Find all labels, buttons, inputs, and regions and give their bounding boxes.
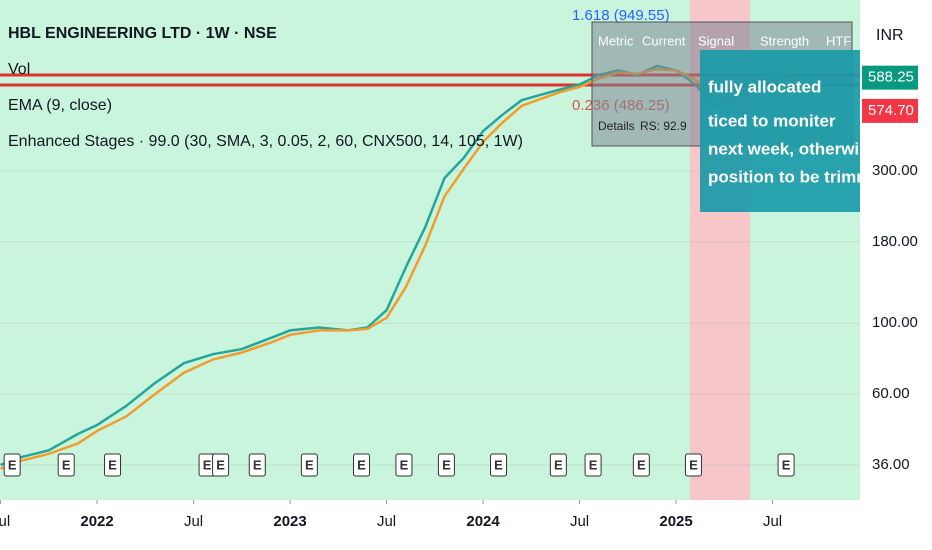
x-tick-label: Jul	[0, 513, 10, 530]
x-tick-label: 2024	[466, 513, 500, 530]
note-bg	[700, 50, 860, 212]
earnings-marker	[584, 453, 602, 477]
earnings-marker	[437, 453, 455, 477]
note-line: next week, otherwise	[708, 139, 878, 158]
table-header: Signal	[698, 33, 734, 48]
earnings-marker	[300, 453, 318, 477]
x-tick-label: Jul	[570, 513, 589, 530]
earnings-marker	[395, 453, 413, 477]
x-tick-label: 2023	[273, 513, 306, 530]
earnings-label: E	[689, 457, 698, 472]
earnings-label: E	[253, 457, 262, 472]
legend-ema: EMA (9, close)	[8, 97, 112, 114]
note-line: ticed to moniter	[708, 111, 836, 130]
earnings-marker	[684, 453, 702, 477]
earnings-label: E	[8, 457, 17, 472]
x-tick-label: Jul	[377, 513, 396, 530]
x-tick-label: Jul	[184, 513, 203, 530]
earnings-marker	[3, 453, 21, 477]
y-tick-label: 60.00	[872, 385, 910, 402]
earnings-marker	[632, 453, 650, 477]
note-line: fully allocated	[708, 77, 821, 96]
earnings-marker	[57, 453, 75, 477]
fib-label: 1.618 (949.55)	[572, 7, 670, 24]
earnings-label: E	[108, 457, 117, 472]
currency: INR	[876, 27, 904, 44]
time-axis	[0, 500, 860, 550]
legend-title: HBL ENGINEERING LTD · 1W · NSE	[8, 25, 277, 42]
earnings-label: E	[62, 457, 71, 472]
earnings-label: E	[637, 457, 646, 472]
earnings-label: E	[216, 457, 225, 472]
earnings-label: E	[494, 457, 503, 472]
y-tick-label: 180.00	[872, 233, 918, 250]
table-header: Current	[642, 33, 686, 48]
earnings-label: E	[400, 457, 409, 472]
note-line: position to be trimmed	[708, 167, 891, 186]
table-cell: Details	[598, 119, 635, 133]
table-header: HTF	[826, 33, 851, 48]
price-label: 588.25	[868, 69, 914, 86]
earnings-marker	[104, 453, 122, 477]
price-axis	[860, 0, 932, 550]
earnings-label: E	[305, 457, 314, 472]
table-header: Metric	[598, 33, 634, 48]
earnings-marker	[212, 453, 230, 477]
price-label: 574.70	[868, 102, 914, 119]
table-cell: RS: 92.9	[640, 119, 687, 133]
y-tick-label: 36.00	[872, 456, 910, 473]
earnings-marker	[490, 453, 508, 477]
y-tick-label: 100.00	[872, 314, 918, 331]
x-tick-label: 2025	[659, 513, 692, 530]
x-tick-label: Jul	[763, 513, 782, 530]
earnings-label: E	[554, 457, 563, 472]
earnings-marker	[549, 453, 567, 477]
legend-stages: Enhanced Stages · 99.0 (30, SMA, 3, 0.05…	[8, 133, 523, 150]
earnings-marker	[777, 453, 795, 477]
y-tick-label: 300.00	[872, 162, 918, 179]
x-tick-label: 2022	[80, 513, 113, 530]
earnings-marker	[248, 453, 266, 477]
earnings-label: E	[357, 457, 366, 472]
earnings-label: E	[203, 457, 212, 472]
earnings-label: E	[589, 457, 598, 472]
table-header: Strength	[760, 33, 809, 48]
note: fully allocated ticed to moniter next we…	[700, 50, 891, 212]
earnings-marker	[352, 453, 370, 477]
earnings-label: E	[442, 457, 451, 472]
earnings-label: E	[782, 457, 791, 472]
price-label-bg	[862, 65, 918, 90]
legend-vol: Vol	[8, 61, 30, 78]
price-label-bg	[862, 98, 918, 123]
